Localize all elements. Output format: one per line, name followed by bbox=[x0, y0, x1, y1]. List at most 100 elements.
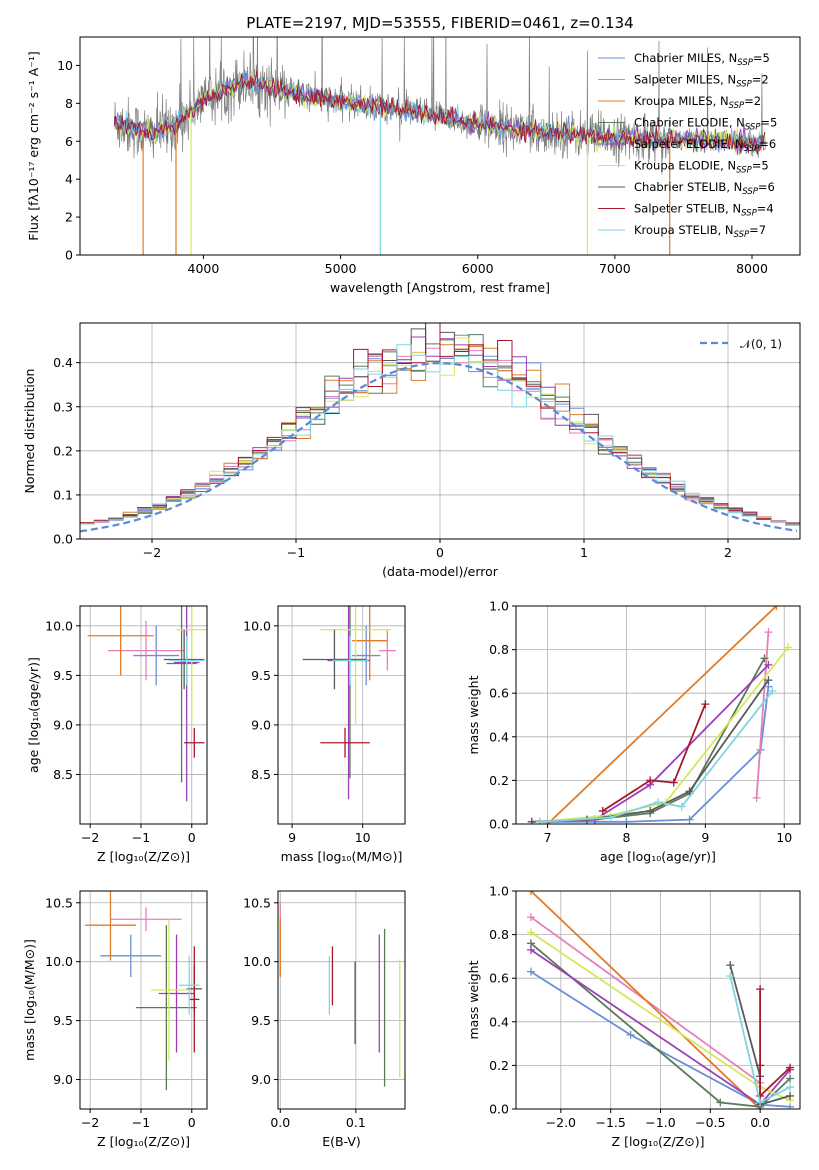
y-tick-label: 4 bbox=[65, 172, 73, 187]
y-tick-label: 6 bbox=[65, 134, 73, 149]
x-tick-label: −0.5 bbox=[695, 1115, 725, 1130]
weight-marker bbox=[764, 660, 773, 669]
weight-marker bbox=[669, 778, 678, 787]
weight_vs_age-plot bbox=[516, 606, 800, 824]
y-axis-label: mass weight bbox=[466, 675, 481, 754]
weight-marker bbox=[646, 776, 655, 785]
x-tick-label: −2 bbox=[81, 830, 99, 845]
weight-marker bbox=[716, 1098, 725, 1107]
x-tick-label: 0 bbox=[188, 830, 196, 845]
legend-value: =2 bbox=[752, 73, 769, 87]
x-tick-label: 10 bbox=[355, 830, 371, 845]
legend-subscript: SSP bbox=[744, 144, 760, 154]
residual-histogram bbox=[80, 344, 800, 526]
mass_vs_ebv-axes: 0.0 0.1 9.0 9.5 10.0 10.5 E(B-V) bbox=[243, 890, 406, 1149]
y-axis-label: Flux [fλ10⁻¹⁷ erg cm⁻² s⁻¹ A⁻¹] bbox=[26, 51, 41, 240]
y-tick-label: 9.0 bbox=[251, 1072, 271, 1087]
x-tick-label: 0.1 bbox=[346, 1115, 366, 1130]
legend-text: Chabrier MILES, N bbox=[634, 51, 737, 65]
legend-text: Salpeter MILES, N bbox=[634, 73, 736, 87]
weight-series bbox=[526, 891, 765, 1109]
x-tick-label: 0.0 bbox=[750, 1115, 770, 1130]
weight-marker bbox=[764, 628, 773, 637]
y-tick-label: 0.8 bbox=[489, 642, 509, 657]
error-bar-point bbox=[352, 625, 381, 686]
weight-series bbox=[726, 972, 795, 1107]
weight_vs_Z-axes: −2.0 −1.5 −1.0 −0.5 0.0 0.0 0.2 0.4 0.6 0.8 1.0 Z [… bbox=[466, 884, 801, 1149]
weight-series bbox=[752, 628, 773, 802]
x-tick-label: −2 bbox=[143, 545, 161, 560]
weight-marker bbox=[646, 806, 655, 815]
weight-marker bbox=[685, 787, 694, 796]
weight-marker bbox=[768, 687, 777, 696]
legend-entry: Salpeter ELODIE, NSSP=6 bbox=[634, 137, 776, 154]
error-bar-point bbox=[352, 606, 388, 681]
legend-entry: Chabrier ELODIE, NSSP=5 bbox=[634, 116, 777, 133]
weight-marker bbox=[726, 972, 735, 981]
y-tick-label: 0.0 bbox=[489, 817, 509, 832]
x-tick-label: −1 bbox=[132, 1115, 150, 1130]
x-tick-label: −1 bbox=[132, 830, 150, 845]
x-tick-label: −2 bbox=[81, 1115, 99, 1130]
weight-line bbox=[602, 703, 707, 812]
gaussian-reference-line bbox=[80, 361, 798, 533]
error-bar-point bbox=[110, 907, 182, 932]
spectrum-plot bbox=[113, 37, 766, 255]
x-tick-label: −1.5 bbox=[595, 1115, 625, 1130]
weight-marker bbox=[772, 606, 781, 610]
x-axis-label: Z [log₁₀(Z/Z⊙)] bbox=[97, 849, 190, 864]
residuals-axes: −2 −1 0 1 2 0.0 0.1 0.2 0.3 0.4 (data-model)/error… bbox=[22, 322, 801, 579]
y-tick-label: 0.2 bbox=[489, 773, 509, 788]
y-tick-label: 0.6 bbox=[489, 686, 509, 701]
legend-text: Chabrier STELIB, N bbox=[634, 180, 742, 194]
y-tick-label: 9.5 bbox=[251, 668, 271, 683]
y-tick-label: 1.0 bbox=[489, 884, 509, 899]
residual-legend: 𝒩(0, 1) bbox=[700, 337, 782, 351]
x-tick-label: 8 bbox=[622, 830, 630, 845]
weight_vs_Z-plot bbox=[516, 891, 800, 1109]
legend-text: Kroupa STELIB, N bbox=[634, 223, 734, 237]
y-tick-label: 10.5 bbox=[45, 895, 73, 910]
y-tick-label: 9.0 bbox=[251, 717, 271, 732]
weight-marker bbox=[677, 802, 686, 811]
x-tick-label: 1 bbox=[580, 545, 588, 560]
weight-marker bbox=[526, 945, 535, 954]
age_vs_Z-axes: −2 −1 0 8.5 9.0 9.5 10.0 Z [log₁₀(Z/Z⊙)] age [lo… bbox=[26, 605, 208, 864]
x-tick-label: −1.0 bbox=[645, 1115, 675, 1130]
weight-marker bbox=[626, 1030, 635, 1039]
weight-line bbox=[539, 657, 766, 823]
legend-subscript: SSP bbox=[736, 80, 752, 90]
x-tick-label: 8000 bbox=[736, 261, 768, 276]
age_vs_Z-plot bbox=[80, 606, 207, 824]
weight-line bbox=[531, 664, 770, 823]
error-bar-point bbox=[107, 620, 185, 681]
x-tick-label: 4000 bbox=[188, 261, 220, 276]
weight-marker bbox=[622, 817, 631, 824]
weight-marker bbox=[756, 1061, 765, 1070]
residual-histogram bbox=[80, 323, 800, 525]
error-bar-point bbox=[85, 891, 136, 961]
y-tick-label: 9.5 bbox=[53, 668, 73, 683]
weight-marker bbox=[606, 813, 615, 822]
legend-entry: Kroupa MILES, NSSP=2 bbox=[634, 94, 761, 111]
error-bar-point bbox=[184, 727, 205, 758]
weight-line bbox=[755, 632, 770, 798]
x-axis-label: Z [log₁₀(Z/Z⊙)] bbox=[97, 1134, 190, 1149]
legend-value: =5 bbox=[760, 116, 777, 130]
x-tick-label: 10 bbox=[776, 830, 792, 845]
y-tick-label: 8.5 bbox=[53, 767, 73, 782]
weight_vs_age-axes: 7 8 9 10 0.0 0.2 0.4 0.6 0.8 1.0 age [log₁₀(age/yr… bbox=[466, 599, 801, 864]
x-tick-label: 0 bbox=[436, 545, 444, 560]
x-axis-label: E(B-V) bbox=[322, 1134, 361, 1149]
weight-marker bbox=[756, 985, 765, 994]
x-tick-label: 5000 bbox=[325, 261, 357, 276]
legend-subscript: SSP bbox=[745, 123, 761, 133]
weight-series bbox=[535, 687, 777, 824]
y-tick-label: 9.0 bbox=[53, 1072, 73, 1087]
x-tick-label: 9 bbox=[288, 830, 296, 845]
legend-text: Salpeter ELODIE, N bbox=[634, 137, 744, 151]
mass_vs_ebv-plot bbox=[278, 891, 405, 1109]
residuals-plot bbox=[80, 323, 800, 539]
